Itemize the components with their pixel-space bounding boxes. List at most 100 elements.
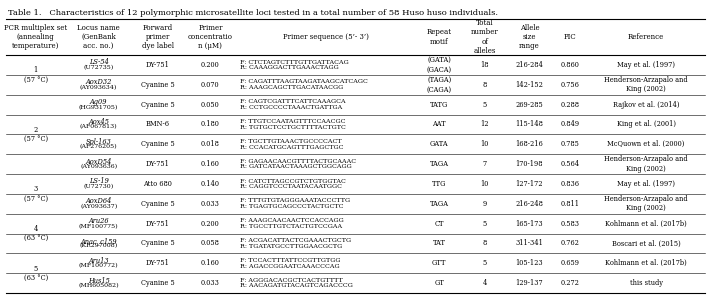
Text: 5
(63 °C): 5 (63 °C) xyxy=(23,265,48,282)
Text: PIC: PIC xyxy=(564,33,577,41)
Text: 269-285: 269-285 xyxy=(515,101,543,109)
Text: 216-248: 216-248 xyxy=(515,200,543,208)
Text: (U72735): (U72735) xyxy=(83,65,114,70)
Text: Aru26: Aru26 xyxy=(88,217,109,225)
Text: 0.200: 0.200 xyxy=(201,61,220,69)
Text: 0.785: 0.785 xyxy=(561,140,579,148)
Text: 0.762: 0.762 xyxy=(561,239,579,247)
Text: (AF067813): (AF067813) xyxy=(80,124,117,129)
Text: (AY093634): (AY093634) xyxy=(80,85,117,90)
Text: Locus name
(GenBank
acc. no.): Locus name (GenBank acc. no.) xyxy=(77,24,120,50)
Text: 0.070: 0.070 xyxy=(201,81,220,89)
Text: GT: GT xyxy=(434,279,444,287)
Text: 0.160: 0.160 xyxy=(201,160,220,168)
Text: AoxD32: AoxD32 xyxy=(85,78,112,86)
Text: PCR multiplex set
(annealing
temperature): PCR multiplex set (annealing temperature… xyxy=(4,24,68,50)
Text: Cyanine 5: Cyanine 5 xyxy=(141,101,174,109)
Text: 105-123: 105-123 xyxy=(515,259,543,267)
Text: 115-148: 115-148 xyxy=(515,120,543,128)
Text: 168-216: 168-216 xyxy=(515,140,543,148)
Text: F: CTCTAGTCTTTGTTGATTACAG
R: CAAAGGACTTGAAACTAGG: F: CTCTAGTCTTTGTTGATTACAG R: CAAAGGACTTG… xyxy=(240,59,348,70)
Text: (U72730): (U72730) xyxy=(83,184,114,189)
Text: 18: 18 xyxy=(481,61,489,69)
Text: May et al. (1997): May et al. (1997) xyxy=(617,180,675,188)
Text: 0.160: 0.160 xyxy=(201,259,220,267)
Text: AoxD64: AoxD64 xyxy=(85,197,112,205)
Text: F: TTGTCCAATAGTTTCCAACGC
R: TGTGCTCCTGCTTTTACTGTC: F: TTGTCCAATAGTTTCCAACGC R: TGTGCTCCTGCT… xyxy=(240,119,346,130)
Text: Forward
primer
dye label: Forward primer dye label xyxy=(141,24,173,50)
Text: F: TGCTTGTAAACTGCCCCACT
R: CCACATGCAGTTTGAGCTGC: F: TGCTTGTAAACTGCCCCACT R: CCACATGCAGTTT… xyxy=(240,139,343,150)
Text: 142-152: 142-152 xyxy=(515,81,543,89)
Text: (HG931705): (HG931705) xyxy=(79,105,118,110)
Text: 0.018: 0.018 xyxy=(201,140,220,148)
Text: 5: 5 xyxy=(483,101,487,109)
Text: Repeat
motif: Repeat motif xyxy=(427,29,451,46)
Text: DY-751: DY-751 xyxy=(146,259,169,267)
Text: 0.756: 0.756 xyxy=(561,81,579,89)
Text: 8: 8 xyxy=(483,81,487,89)
Text: LS-54: LS-54 xyxy=(89,59,109,67)
Text: (AF276205): (AF276205) xyxy=(80,144,117,149)
Text: GATA: GATA xyxy=(430,140,449,148)
Text: GTT: GTT xyxy=(432,259,447,267)
Text: 4: 4 xyxy=(483,279,487,287)
Text: Aox45: Aox45 xyxy=(88,118,109,126)
Text: DY-751: DY-751 xyxy=(146,61,169,69)
Text: Henderson-Arzapalo and
King (2002): Henderson-Arzapalo and King (2002) xyxy=(604,76,688,93)
Text: CT: CT xyxy=(434,219,444,228)
Text: F: TTTGTGTAGGGAAATACCCTTG
R: TGAGTGCAGCCCTACTGCTC: F: TTTGTGTAGGGAAATACCCTTG R: TGAGTGCAGCC… xyxy=(240,198,350,209)
Text: 311-341: 311-341 xyxy=(515,239,543,247)
Text: (AY093637): (AY093637) xyxy=(80,204,117,209)
Text: 3
(57 °C): 3 (57 °C) xyxy=(23,185,48,203)
Text: F: CAGTCGATTTCATTCAAAGCA
R: CCTGCCCCTAAACTGATTGA: F: CAGTCGATTTCATTCAAAGCA R: CCTGCCCCTAAA… xyxy=(240,99,346,110)
Text: Boscari et al. (2015): Boscari et al. (2015) xyxy=(611,239,680,247)
Text: 0.050: 0.050 xyxy=(201,101,220,109)
Text: 129-137: 129-137 xyxy=(515,279,543,287)
Text: 12: 12 xyxy=(481,120,489,128)
Text: F: TCCACTTTATTCCGTTGTGG
R: AGACCGGAATCAAACCCAG: F: TCCACTTTATTCCGTTGTGG R: AGACCGGAATCAA… xyxy=(240,258,340,269)
Text: 170-198: 170-198 xyxy=(515,160,543,168)
Text: TTG: TTG xyxy=(432,180,447,188)
Text: (MF100772): (MF100772) xyxy=(79,263,119,268)
Text: 0.180: 0.180 xyxy=(201,120,220,128)
Text: Rajkov et al. (2014): Rajkov et al. (2014) xyxy=(613,101,679,109)
Text: 0.272: 0.272 xyxy=(561,279,579,287)
Text: 0.583: 0.583 xyxy=(560,219,579,228)
Text: Cyanine 5: Cyanine 5 xyxy=(141,279,174,287)
Text: 8: 8 xyxy=(483,239,487,247)
Text: TAGA: TAGA xyxy=(429,160,449,168)
Text: Henderson-Arzapalo and
King (2002): Henderson-Arzapalo and King (2002) xyxy=(604,156,688,173)
Text: (MH605082): (MH605082) xyxy=(78,283,119,288)
Text: 9: 9 xyxy=(483,200,487,208)
Text: F: CAGATTTAAGTAAGATAAGCATCAGC
R: AAAGCAGCTTGACATAACGG: F: CAGATTTAAGTAAGATAAGCATCAGC R: AAAGCAG… xyxy=(240,79,368,90)
Text: 0.288: 0.288 xyxy=(560,101,579,109)
Text: 0.140: 0.140 xyxy=(201,180,220,188)
Text: this study: this study xyxy=(629,279,663,287)
Text: 0.659: 0.659 xyxy=(560,259,579,267)
Text: F: GAGAACAACGTTTTACTGCAAAC
R: GATCATAACTAAAGCTGGCAGG: F: GAGAACAACGTTTTACTGCAAAC R: GATCATAACT… xyxy=(240,159,356,170)
Text: 4
(63 °C): 4 (63 °C) xyxy=(23,225,48,242)
Text: Cyanine 5: Cyanine 5 xyxy=(141,239,174,247)
Text: Atto 680: Atto 680 xyxy=(143,180,172,188)
Text: F: ACGACATTACTCGAAACTGCTG
R: TGATATGCCTTGGAACGCTG: F: ACGACATTACTCGAAACTGCTG R: TGATATGCCTT… xyxy=(240,238,351,249)
Text: TATG: TATG xyxy=(430,101,449,109)
Text: Aru13: Aru13 xyxy=(88,257,109,265)
Text: Primer sequence (5’- 3’): Primer sequence (5’- 3’) xyxy=(283,33,369,41)
Text: F: AGGGACACGCTCACTGTTTT
R: AACAGATGTACAGTCAGACCCG: F: AGGGACACGCTCACTGTTTT R: AACAGATGTACAG… xyxy=(240,278,353,288)
Text: 2
(57 °C): 2 (57 °C) xyxy=(23,126,48,143)
Text: Ag09: Ag09 xyxy=(90,98,107,106)
Text: 0.200: 0.200 xyxy=(201,219,220,228)
Text: 5: 5 xyxy=(483,219,487,228)
Text: Spl-163: Spl-163 xyxy=(86,138,112,146)
Text: May et al. (1997): May et al. (1997) xyxy=(617,61,675,69)
Text: 7: 7 xyxy=(483,160,487,168)
Text: Kohlmann et al. (2017b): Kohlmann et al. (2017b) xyxy=(605,219,687,228)
Text: Table 1.   Characteristics of 12 polymorphic microsatellite loci tested in a tot: Table 1. Characteristics of 12 polymorph… xyxy=(8,9,498,17)
Text: 0.811: 0.811 xyxy=(560,200,579,208)
Text: AAT: AAT xyxy=(432,120,446,128)
Text: Anac_c159: Anac_c159 xyxy=(80,237,117,245)
Text: 0.860: 0.860 xyxy=(561,61,579,69)
Text: TAT: TAT xyxy=(433,239,446,247)
Text: F: AAAGCAACAACTCCACCAGG
R: TGCCTTGTCTACTGTCCGAA: F: AAAGCAACAACTCCACCAGG R: TGCCTTGTCTACT… xyxy=(240,218,343,229)
Text: TAGA: TAGA xyxy=(429,200,449,208)
